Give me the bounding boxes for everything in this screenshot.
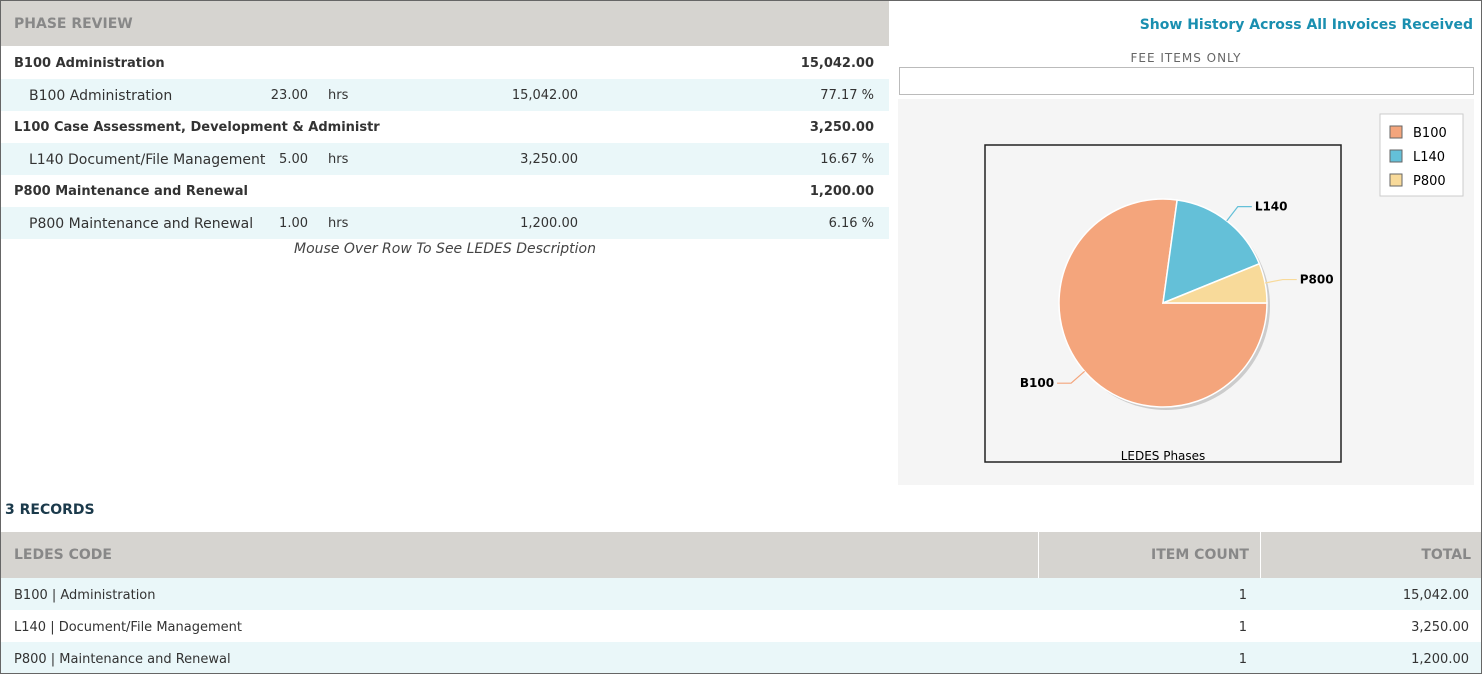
column-divider: [1260, 532, 1261, 578]
item-row: [1, 79, 889, 111]
leader-line: [1057, 370, 1086, 384]
pie-slice: [1162, 199, 1261, 305]
group-total: 15,042.00: [800, 56, 874, 71]
item-hours: 23.00: [270, 88, 308, 103]
table-header: [1, 532, 1481, 578]
cell: P800 | Maintenance and Renewal: [14, 652, 231, 667]
column-header: LEDES CODE: [14, 547, 112, 563]
legend-label: P800: [1413, 174, 1446, 189]
phase-title: PHASE REVIEW: [14, 16, 133, 32]
slice-label: P800: [1300, 273, 1334, 287]
leader-line: [1264, 278, 1297, 284]
column-header: TOTAL: [1421, 547, 1471, 563]
table-row: [1, 642, 1481, 673]
history-link[interactable]: Show History Across All Invoices Receive…: [1139, 17, 1473, 33]
item-name: P800 Maintenance and Renewal: [29, 216, 254, 232]
item-name: L140 Document/File Management: [29, 152, 266, 168]
phase-header: [1, 1, 889, 46]
legend-label: L140: [1413, 150, 1445, 165]
group-name: P800 Maintenance and Renewal: [14, 184, 248, 199]
legend-label: B100: [1413, 126, 1447, 141]
item-percent: 16.67 %: [820, 152, 874, 167]
note: Mouse Over Row To See LEDES Description: [294, 241, 596, 257]
records-title: 3 RECORDS: [5, 502, 95, 518]
cell: 1: [1238, 652, 1247, 667]
item-row: [1, 143, 889, 175]
item-unit: hrs: [328, 88, 349, 103]
table-row: [1, 578, 1481, 610]
group-total: 1,200.00: [809, 184, 874, 199]
pie-slice: [1058, 198, 1268, 408]
slice-label: L140: [1255, 200, 1288, 214]
item-row: [1, 207, 889, 239]
leader-line: [1226, 206, 1252, 222]
cell: 1,200.00: [1411, 652, 1469, 667]
legend-swatch: [1389, 173, 1403, 187]
item-unit: hrs: [328, 152, 349, 167]
item-hours: 5.00: [279, 152, 308, 167]
column-divider: [1038, 532, 1039, 578]
item-amount: 15,042.00: [511, 88, 578, 103]
plot-frame: [984, 144, 1342, 463]
column-header: ITEM COUNT: [1151, 547, 1249, 563]
group-name: B100 Administration: [14, 56, 165, 71]
chart-title: LEDES Phases: [1121, 449, 1206, 463]
group-name: L100 Case Assessment, Development & Admi…: [14, 120, 380, 135]
cell: 15,042.00: [1402, 588, 1469, 603]
item-hours: 1.00: [279, 216, 308, 231]
pie-slice: [1162, 262, 1268, 304]
item-percent: 6.16 %: [828, 216, 874, 231]
item-percent: 77.17 %: [820, 88, 874, 103]
cell: L140 | Document/File Management: [14, 620, 242, 635]
legend-swatch: [1389, 149, 1403, 163]
cell: 3,250.00: [1411, 620, 1469, 635]
item-unit: hrs: [328, 216, 349, 231]
group-total: 3,250.00: [809, 120, 874, 135]
item-amount: 3,250.00: [520, 152, 578, 167]
cell: 1: [1238, 620, 1247, 635]
pie-chart: LEDES Phases B100 L140 P800 B100 L140 P800: [984, 113, 1464, 463]
item-name: B100 Administration: [29, 88, 173, 104]
cell: B100 | Administration: [14, 588, 156, 603]
item-amount: 1,200.00: [520, 216, 578, 231]
filter-box: [899, 67, 1474, 95]
cell: 1: [1238, 588, 1247, 603]
legend-swatch: [1389, 125, 1403, 139]
slice-label: B100: [1020, 376, 1054, 390]
chart-subtitle: FEE ITEMS ONLY: [1130, 51, 1242, 65]
